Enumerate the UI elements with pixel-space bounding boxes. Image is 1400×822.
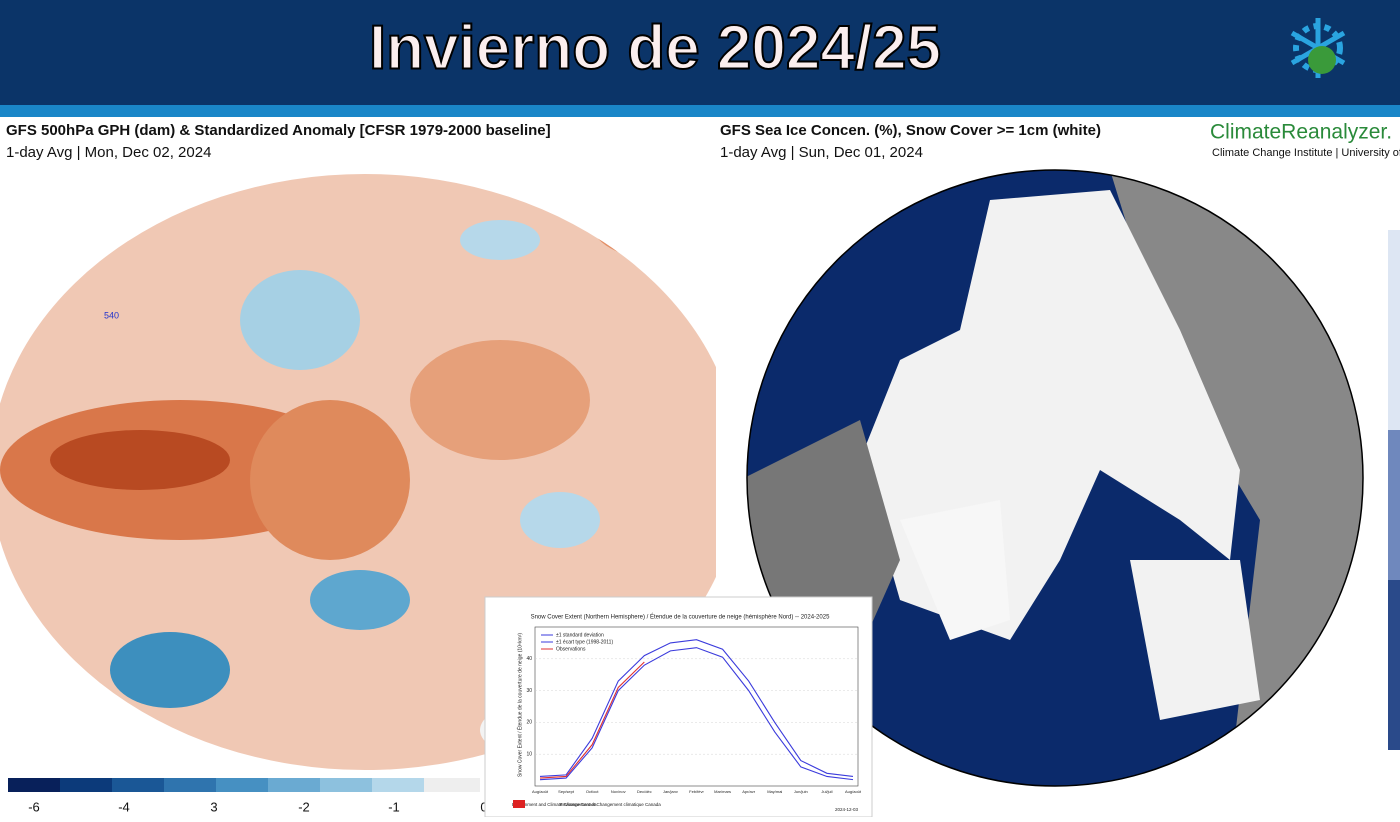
- header-stripe: [0, 105, 1400, 117]
- inset: Snow Cover Extent (Northern Hemisphere) …: [484, 596, 873, 818]
- inset-footer-left: Environment and Climate Change Canada: [512, 802, 597, 807]
- plot-frame: [534, 626, 859, 787]
- brand-sub: Climate Change Institute | University of: [1212, 147, 1400, 159]
- x-tick-label: Sep/sept: [558, 789, 575, 794]
- x-tick-label: Nov/nov: [611, 789, 626, 794]
- colorbar-label: -6: [28, 799, 40, 814]
- x-tick-label: Jun/juin: [794, 789, 808, 794]
- inset-bg: [484, 596, 873, 818]
- header-title: Invierno de 2024/25: [369, 13, 941, 82]
- y-tick-label: 10: [526, 752, 532, 758]
- inset-y-label: Snow Cover Extent / Étendue de la couver…: [516, 633, 523, 777]
- legend-label: ±1 standard deviation: [556, 632, 604, 638]
- x-tick-label: May/mai: [767, 789, 782, 794]
- legend-label: ±1 écart type (1998-2011): [556, 639, 613, 645]
- colorbar-label: -4: [118, 799, 130, 814]
- left-map-title: GFS 500hPa GPH (dam) & Standardized Anom…: [6, 122, 551, 139]
- colorbar-label: 3: [210, 799, 217, 814]
- series-line: [539, 647, 854, 781]
- right-map: [746, 169, 1364, 787]
- y-tick-label: 20: [526, 720, 532, 726]
- y-tick-label: 40: [526, 656, 532, 662]
- left-map-subtitle: 1-day Avg | Mon, Dec 02, 2024: [6, 144, 211, 161]
- x-tick-label: Aug/août: [532, 789, 549, 794]
- colorbar-label: -1: [388, 799, 400, 814]
- inset-title: Snow Cover Extent (Northern Hemisphere) …: [531, 614, 830, 621]
- right-map-subtitle: 1-day Avg | Sun, Dec 01, 2024: [720, 144, 923, 161]
- right-colorbar: [1388, 230, 1400, 750]
- x-tick-label: Dec/déc: [637, 789, 652, 794]
- canada-flag: [513, 800, 525, 808]
- x-tick-label: Jul/juil: [821, 789, 832, 794]
- colorbar-label: -2: [298, 799, 310, 814]
- inset-footer-mid: Environnement et Changement climatique C…: [560, 802, 661, 807]
- inset-footer-right: 2024-12-03: [835, 807, 859, 812]
- colorbar-label: 0: [480, 799, 487, 814]
- series-line: [539, 661, 645, 779]
- y-tick-label: 30: [526, 688, 532, 694]
- x-tick-label: Oct/oct: [586, 789, 600, 794]
- snowflake-icon: [1290, 18, 1346, 78]
- series-line: [539, 639, 854, 778]
- x-tick-label: Aug/août: [845, 789, 862, 794]
- legend-label: Observations: [556, 646, 586, 652]
- brand: ClimateReanalyzer.: [1210, 121, 1392, 144]
- x-tick-label: Apr/avr: [742, 789, 756, 794]
- left-colorbar: [8, 778, 480, 792]
- x-tick-label: Mar/mars: [714, 789, 731, 794]
- x-tick-label: Feb/févr: [689, 789, 704, 794]
- right-map-title: GFS Sea Ice Concen. (%), Snow Cover >= 1…: [720, 122, 1101, 139]
- contour-label: 540: [104, 310, 119, 320]
- header-bar: [0, 0, 1400, 105]
- x-tick-label: Jan/janv: [663, 789, 678, 794]
